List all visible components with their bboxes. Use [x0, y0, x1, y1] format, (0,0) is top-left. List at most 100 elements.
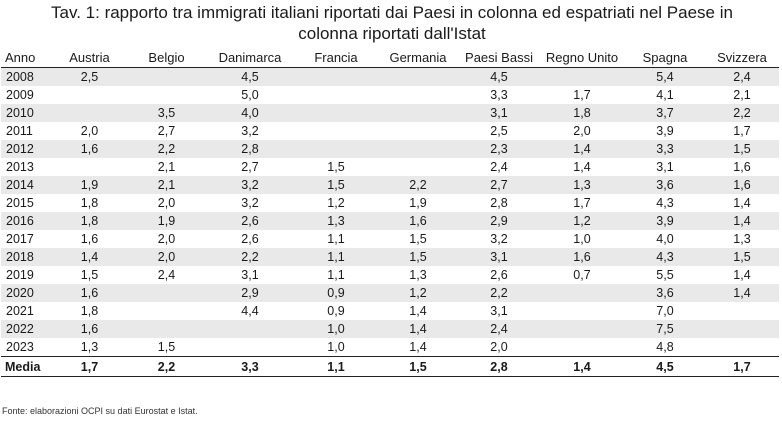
value-cell: 1,3 — [705, 230, 779, 248]
year-cell: 2016 — [1, 212, 51, 230]
value-cell: 0,9 — [295, 284, 377, 302]
average-row: Media 1,7 2,2 3,3 1,1 1,5 2,8 1,4 4,5 1,7 — [1, 356, 779, 377]
value-cell — [539, 338, 625, 357]
year-cell: 2017 — [1, 230, 51, 248]
value-cell: 1,3 — [377, 266, 459, 284]
table-row: 2008 2,5 4,5 4,5 5,4 2,4 — [1, 67, 779, 86]
value-cell: 1,6 — [705, 158, 779, 176]
value-cell: 3,6 — [625, 176, 705, 194]
value-cell: 5,0 — [205, 86, 295, 104]
table-row: 2012 1,6 2,2 2,8 2,3 1,4 3,3 1,5 — [1, 140, 779, 158]
value-cell: 3,1 — [205, 266, 295, 284]
value-cell: 1,5 — [128, 338, 205, 357]
value-cell: 1,6 — [705, 176, 779, 194]
value-cell: 3,1 — [459, 104, 539, 122]
value-cell: 1,5 — [295, 158, 377, 176]
value-cell: 1,3 — [51, 338, 128, 357]
year-cell: 2009 — [1, 86, 51, 104]
column-header: Francia — [295, 49, 377, 68]
table-body: 2008 2,5 4,5 4,5 5,4 2,4 2009 5,0 3,3 1,7 4,1 2,1 20… — [1, 67, 779, 377]
value-cell — [51, 158, 128, 176]
value-cell: 4,8 — [625, 338, 705, 357]
value-cell: 1,7 — [705, 122, 779, 140]
value-cell: 5,5 — [625, 266, 705, 284]
value-cell: 3,2 — [459, 230, 539, 248]
value-cell — [128, 67, 205, 86]
value-cell: 2,4 — [705, 67, 779, 86]
year-cell: 2020 — [1, 284, 51, 302]
value-cell: 1,6 — [51, 284, 128, 302]
value-cell: 2,3 — [459, 140, 539, 158]
value-cell: 2,2 — [205, 248, 295, 266]
value-cell: 2,0 — [128, 230, 205, 248]
value-cell — [539, 67, 625, 86]
value-cell: 1,0 — [539, 230, 625, 248]
value-cell: 2,8 — [459, 194, 539, 212]
value-cell — [295, 122, 377, 140]
value-cell: 3,9 — [625, 122, 705, 140]
value-cell: 1,8 — [539, 104, 625, 122]
table-row: 2013 2,1 2,7 1,5 2,4 1,4 3,1 1,6 — [1, 158, 779, 176]
value-cell — [205, 338, 295, 357]
year-cell: 2010 — [1, 104, 51, 122]
value-cell: 2,2 — [459, 284, 539, 302]
value-cell: 1,8 — [51, 194, 128, 212]
value-cell: 1,0 — [295, 338, 377, 357]
value-cell: 1,5 — [51, 266, 128, 284]
value-cell: 2,7 — [205, 158, 295, 176]
table-title: Tav. 1: rapporto tra immigrati italiani … — [4, 2, 780, 44]
table-row: 2009 5,0 3,3 1,7 4,1 2,1 — [1, 86, 779, 104]
value-cell: 2,2 — [705, 104, 779, 122]
value-cell: 1,1 — [295, 266, 377, 284]
value-cell: 1,9 — [51, 176, 128, 194]
value-cell: 1,3 — [295, 212, 377, 230]
table-row: 2019 1,5 2,4 3,1 1,1 1,3 2,6 0,7 5,5 1,4 — [1, 266, 779, 284]
year-cell: 2014 — [1, 176, 51, 194]
value-cell: 3,1 — [625, 158, 705, 176]
value-cell: 1,4 — [705, 266, 779, 284]
value-cell — [377, 67, 459, 86]
table-row: 2021 1,8 4,4 0,9 1,4 3,1 7,0 — [1, 302, 779, 320]
column-header: Anno — [1, 49, 51, 68]
value-cell: 2,7 — [459, 176, 539, 194]
value-cell — [295, 140, 377, 158]
value-cell: 1,7 — [539, 86, 625, 104]
average-cell: 3,3 — [205, 356, 295, 377]
table-row: 2017 1,6 2,0 2,6 1,1 1,5 3,2 1,0 4,0 1,3 — [1, 230, 779, 248]
value-cell — [51, 104, 128, 122]
value-cell: 1,9 — [377, 194, 459, 212]
column-header: Danimarca — [205, 49, 295, 68]
value-cell: 1,1 — [295, 230, 377, 248]
value-cell — [205, 320, 295, 338]
year-cell: 2022 — [1, 320, 51, 338]
table-row: 2022 1,6 1,0 1,4 2,4 7,5 — [1, 320, 779, 338]
value-cell: 2,1 — [128, 158, 205, 176]
value-cell: 1,4 — [539, 158, 625, 176]
column-header: Paesi Bassi — [459, 49, 539, 68]
value-cell: 1,5 — [705, 140, 779, 158]
average-cell: 1,1 — [295, 356, 377, 377]
average-cell: 1,4 — [539, 356, 625, 377]
value-cell: 7,5 — [625, 320, 705, 338]
value-cell — [295, 86, 377, 104]
average-cell: 2,2 — [128, 356, 205, 377]
average-cell: 1,5 — [377, 356, 459, 377]
value-cell — [705, 320, 779, 338]
value-cell: 1,5 — [377, 230, 459, 248]
value-cell: 2,4 — [128, 266, 205, 284]
data-table: Anno Austria Belgio Danimarca Francia Germani… — [1, 49, 779, 377]
value-cell: 1,5 — [295, 176, 377, 194]
column-header: Belgio — [128, 49, 205, 68]
value-cell: 2,9 — [459, 212, 539, 230]
value-cell — [377, 158, 459, 176]
value-cell — [705, 338, 779, 357]
value-cell — [705, 302, 779, 320]
value-cell: 3,1 — [459, 302, 539, 320]
value-cell: 1,6 — [539, 248, 625, 266]
value-cell: 3,9 — [625, 212, 705, 230]
value-cell: 2,0 — [459, 338, 539, 357]
year-cell: 2013 — [1, 158, 51, 176]
value-cell: 2,6 — [459, 266, 539, 284]
value-cell: 5,4 — [625, 67, 705, 86]
column-header: Regno Unito — [539, 49, 625, 68]
